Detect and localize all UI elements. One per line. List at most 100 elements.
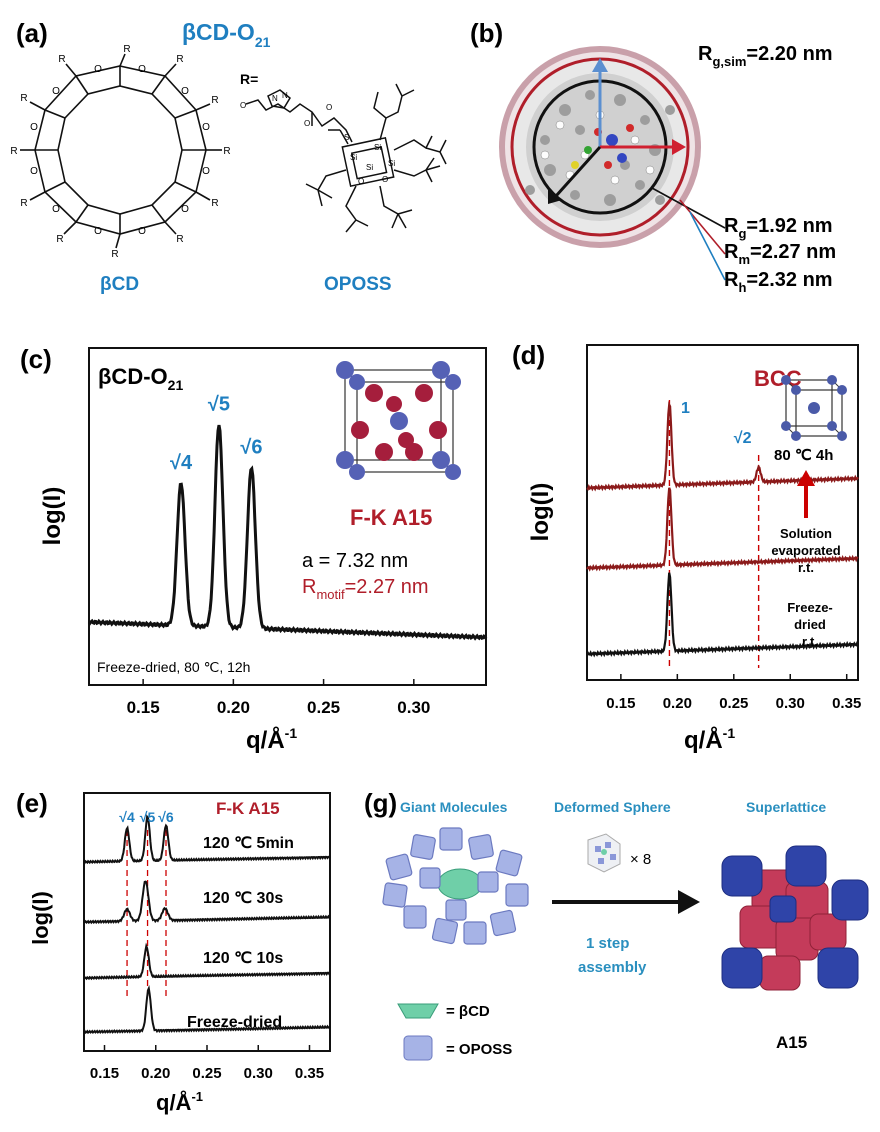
x-tick-label: 0.35 <box>295 1065 324 1082</box>
ring-substituent: R <box>20 198 27 209</box>
chart-c-peak-labels: √4 √5 √6 <box>170 394 262 474</box>
ring-substituent: R <box>123 44 130 55</box>
chart-e-series <box>83 814 331 1035</box>
chart-e-ylabel: log(I) <box>28 891 53 945</box>
panel-g: (g) Giant Molecules Deformed Sphere Supe… <box>364 788 869 1061</box>
chart-c-condition: Freeze-dried, 80 ℃, 12h <box>97 659 250 675</box>
ring-substituent: R <box>20 93 27 104</box>
panel-a: (a) βCD-O21 O O O O O O O O <box>10 18 447 295</box>
panel-e-label: (e) <box>16 788 48 818</box>
bcd-atom-labels: O O O O O O O O O O O O R R R R R R R R … <box>10 44 230 260</box>
svg-text:O: O <box>240 101 246 110</box>
peak-label: √6 <box>158 809 174 825</box>
ring-substituent: R <box>10 146 17 157</box>
series-line <box>83 942 331 981</box>
svg-text:O: O <box>326 103 332 112</box>
ring-substituent: R <box>111 249 118 260</box>
r-equals-label: R= <box>240 71 258 87</box>
panel-e: (e) 0.15 0.20 0.25 0.30 0.35 √4 √5 √6 F-K A15 … <box>16 788 331 1115</box>
ring-substituent: R <box>223 146 230 157</box>
peak-label: 1 <box>681 400 690 417</box>
svg-text:N: N <box>272 94 278 103</box>
ring-oxygen: O <box>181 204 189 215</box>
panel-g-label: (g) <box>364 788 397 818</box>
chart-c-phase-label: F-K A15 <box>350 505 432 530</box>
deformed-sphere-label: Deformed Sphere <box>554 799 671 815</box>
panel-a-title: βCD-O21 <box>182 19 271 50</box>
assembly-arrow-head <box>678 890 700 914</box>
svg-text:r.t.: r.t. <box>802 634 818 649</box>
chart-d-arrow-head <box>797 470 815 486</box>
bcd-label: βCD <box>100 274 139 295</box>
x-tick-label: 0.20 <box>663 695 692 712</box>
chart-e-peak-guides <box>126 830 167 1000</box>
series-line <box>586 487 859 572</box>
chart-e-curve-labels: 120 ℃ 5min 120 ℃ 30s 120 ℃ 10s Freeze-dr… <box>187 835 294 1031</box>
giant-molecules-label: Giant Molecules <box>400 799 508 815</box>
x-tick-label: 0.15 <box>90 1065 119 1082</box>
ring-oxygen: O <box>52 86 60 97</box>
svg-text:O: O <box>382 175 388 184</box>
svg-text:evaporated: evaporated <box>771 543 840 558</box>
ring-oxygen: O <box>30 122 38 133</box>
panel-b: (b) <box>470 18 836 295</box>
ring-oxygen: O <box>94 226 102 237</box>
peak-label: √5 <box>140 809 156 825</box>
curve-label: 120 ℃ 5min <box>203 835 294 852</box>
ring-substituent: R <box>58 54 65 65</box>
peak-label: √4 <box>119 809 135 825</box>
oposs-legend-icon <box>403 1035 433 1061</box>
ring-oxygen: O <box>138 64 146 75</box>
chart-d-freeze-label: Freeze- dried r.t. <box>787 600 833 649</box>
svg-text:Si: Si <box>374 143 381 152</box>
ring-substituent: R <box>176 234 183 245</box>
chart-c-series-line <box>87 424 488 641</box>
ring-oxygen: O <box>202 122 210 133</box>
ring-oxygen: O <box>30 166 38 177</box>
a15-label: A15 <box>776 1033 807 1052</box>
rg-label: Rg=1.92 nm <box>724 215 833 241</box>
oposs-label: OPOSS <box>324 274 392 295</box>
chart-c-xlabel: q/Å-1 <box>246 725 297 754</box>
deformed-sphere-icon <box>587 833 621 873</box>
series-line <box>83 814 331 865</box>
x-tick-label: 0.30 <box>776 695 805 712</box>
ring-oxygen: O <box>138 226 146 237</box>
chart-c-ylabel: log(I) <box>39 487 66 546</box>
chart-e-xlabel: q/Å-1 <box>156 1089 203 1115</box>
oposs-structure <box>245 83 447 233</box>
chart-d-peak-labels: 1 √2 <box>681 400 752 447</box>
ring-oxygen: O <box>181 86 189 97</box>
times-eight-label: × 8 <box>630 851 651 868</box>
rg-arrow <box>554 145 602 198</box>
rm-label: Rm=2.27 nm <box>724 241 836 267</box>
x-tick-label: 0.25 <box>192 1065 221 1082</box>
curve-label: 120 ℃ 30s <box>203 890 283 907</box>
giant-molecule-illustration <box>382 827 529 945</box>
svg-text:Si: Si <box>350 153 357 162</box>
peak-label: √4 <box>170 452 193 474</box>
assembly-step-line1: 1 step <box>586 935 629 952</box>
svg-text:dried: dried <box>794 617 826 632</box>
x-tick-label: 0.35 <box>832 695 861 712</box>
bcd-ring-inner <box>57 85 183 215</box>
chart-e-x-axis: 0.15 0.20 0.25 0.30 0.35 <box>90 1045 324 1082</box>
chart-c-rmotif-label: Rmotif=2.27 nm <box>302 576 429 602</box>
peak-label: √5 <box>208 394 230 416</box>
x-tick-label: 0.15 <box>127 698 160 717</box>
ring-oxygen: O <box>202 166 210 177</box>
ring-oxygen: O <box>52 204 60 215</box>
svg-text:O: O <box>304 119 310 128</box>
panel-c: (c) 0.15 0.20 0.25 0.30 √4 √5 √6 βCD-O21 F-K … <box>20 344 488 754</box>
series-line <box>83 880 331 925</box>
svg-text:S: S <box>344 133 349 142</box>
a15-superlattice-illustration <box>721 845 869 991</box>
rg-sim-label: Rg,sim=2.20 nm <box>698 43 833 69</box>
svg-text:Si: Si <box>366 163 373 172</box>
ring-substituent: R <box>211 95 218 106</box>
chart-c-lattice-label: a = 7.32 nm <box>302 550 408 572</box>
oposs-legend-label: = OPOSS <box>446 1041 512 1058</box>
ring-substituent: R <box>56 234 63 245</box>
peak-label: √6 <box>240 436 262 458</box>
